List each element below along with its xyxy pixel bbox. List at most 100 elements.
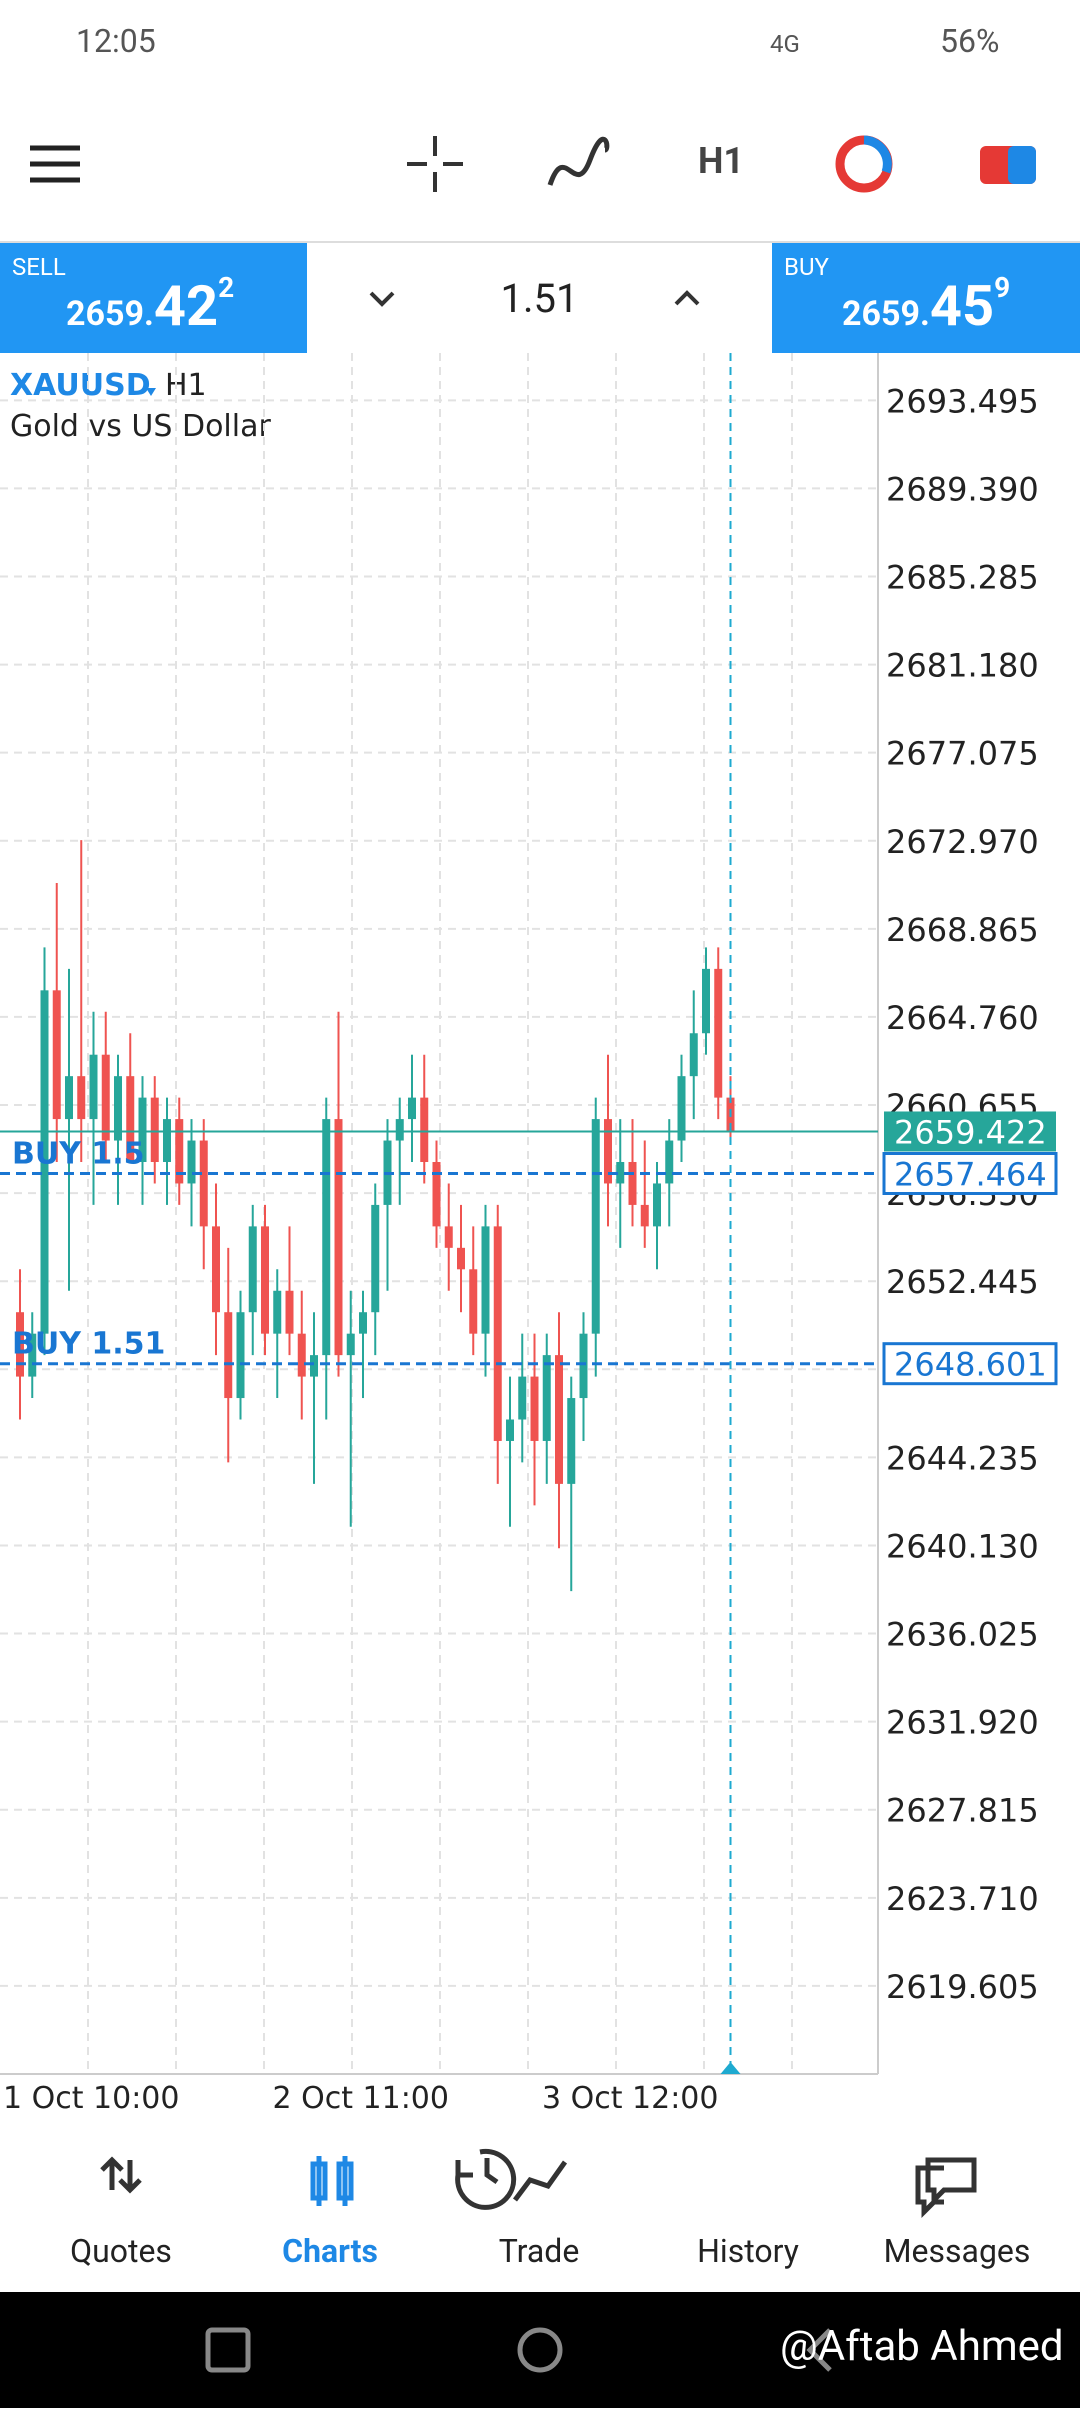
volume-control: 1.51 bbox=[307, 243, 772, 353]
price-chart[interactable]: XAUUSD H1 Gold vs US Dollar 2693.495 2689… bbox=[0, 0, 1080, 2120]
nav-tab[interactable]: Messages bbox=[883, 2232, 1031, 2270]
candle-body bbox=[665, 1140, 674, 1184]
price-sup: 9 bbox=[994, 271, 1011, 304]
candle-body bbox=[616, 1161, 625, 1184]
order-price-box bbox=[882, 1342, 1058, 1386]
candle-body bbox=[212, 1226, 220, 1313]
candle-body bbox=[689, 1033, 698, 1077]
buy-price: 2659.459 bbox=[842, 271, 1010, 339]
volume-value[interactable]: 1.51 bbox=[500, 275, 579, 322]
candle-body bbox=[677, 1076, 686, 1141]
decrease-button[interactable] bbox=[367, 283, 397, 313]
candle-body bbox=[628, 1161, 637, 1205]
candle-body bbox=[236, 1312, 245, 1399]
crosshair-icon[interactable] bbox=[407, 136, 463, 192]
candle-body bbox=[518, 1376, 527, 1420]
candle-body bbox=[199, 1140, 208, 1227]
x-tick-label: 3 Oct 12:00 bbox=[542, 2081, 718, 2116]
menu-icon[interactable] bbox=[30, 145, 80, 183]
candle-body bbox=[273, 1290, 282, 1334]
y-tick-label: 2681.180 bbox=[886, 647, 1039, 685]
candle-body bbox=[297, 1333, 306, 1377]
candle-body bbox=[138, 1097, 147, 1162]
timeframe: H1 bbox=[165, 368, 207, 403]
candle-body bbox=[359, 1312, 367, 1334]
candle-body bbox=[28, 1333, 37, 1377]
candle-body bbox=[163, 1119, 171, 1162]
candle-body bbox=[567, 1398, 576, 1484]
candle-body bbox=[457, 1247, 465, 1270]
price-big: 42 bbox=[153, 273, 219, 339]
candle-body bbox=[150, 1097, 159, 1162]
timeframe-button[interactable]: H1 bbox=[698, 140, 745, 182]
candle-body bbox=[591, 1119, 600, 1334]
candle-body bbox=[126, 1076, 135, 1162]
y-tick-label: 2627.815 bbox=[886, 1792, 1039, 1830]
candle-body bbox=[101, 1054, 110, 1141]
candle-body bbox=[506, 1419, 514, 1441]
order-price-box bbox=[882, 1152, 1058, 1196]
candle-body bbox=[640, 1204, 649, 1227]
price-main: 2659. bbox=[842, 294, 930, 334]
candle-body bbox=[408, 1097, 416, 1120]
description: Gold vs US Dollar bbox=[10, 409, 271, 444]
network: 4G bbox=[770, 30, 800, 58]
indicator-icon[interactable] bbox=[547, 136, 610, 186]
candle-body bbox=[420, 1097, 429, 1162]
y-tick-label: 2664.760 bbox=[886, 999, 1039, 1037]
nav-icons bbox=[100, 2148, 977, 2219]
nav-tab[interactable]: Trade bbox=[498, 2232, 580, 2270]
candle-body bbox=[40, 990, 49, 1334]
candle-body bbox=[224, 1312, 233, 1399]
candle-body bbox=[432, 1161, 441, 1227]
candle-body bbox=[114, 1076, 122, 1141]
nav-tab[interactable]: Charts bbox=[282, 2232, 378, 2270]
order-price: 2648.601 bbox=[894, 1346, 1047, 1384]
price-big: 45 bbox=[929, 273, 995, 339]
candle-body bbox=[444, 1226, 453, 1248]
candle-body bbox=[346, 1333, 355, 1356]
y-tick-label: 2640.130 bbox=[886, 1527, 1039, 1565]
candle-body bbox=[481, 1226, 490, 1334]
y-tick-label: 2689.390 bbox=[886, 470, 1039, 508]
nav-tab[interactable]: Quotes bbox=[70, 2232, 172, 2270]
bid-price: 2659.422 bbox=[894, 1113, 1047, 1151]
bid-price-box bbox=[884, 1111, 1056, 1152]
y-tick-label: 2672.970 bbox=[886, 823, 1039, 861]
order-price: 2657.464 bbox=[894, 1156, 1047, 1194]
order-label: BUY 1.51 bbox=[12, 1327, 165, 1362]
candle-body bbox=[175, 1119, 184, 1184]
candle-body bbox=[653, 1183, 661, 1227]
watermark: @Aftab Ahmed bbox=[780, 2322, 1064, 2371]
clock: 12:05 bbox=[76, 22, 156, 60]
candle-body bbox=[310, 1355, 318, 1377]
candle-body bbox=[52, 990, 61, 1120]
candle-body bbox=[714, 968, 723, 1098]
candle-body bbox=[395, 1119, 404, 1141]
sell-button[interactable]: SELL 2659.422 bbox=[0, 243, 307, 353]
candle-body bbox=[542, 1355, 551, 1441]
y-tick-label: 2652.445 bbox=[886, 1263, 1039, 1301]
y-tick-label: 2631.920 bbox=[886, 1704, 1039, 1742]
y-tick-label: 2623.710 bbox=[886, 1880, 1039, 1918]
y-tick-label: 2644.235 bbox=[886, 1439, 1039, 1477]
y-tick-label: 2685.285 bbox=[886, 558, 1039, 596]
increase-button[interactable] bbox=[672, 283, 702, 313]
y-tick-label: 2636.025 bbox=[886, 1616, 1039, 1654]
candle-body bbox=[89, 1054, 98, 1120]
buy-label: BUY bbox=[784, 253, 829, 281]
symbol[interactable]: XAUUSD bbox=[10, 368, 151, 403]
x-tick-label: 1 Oct 10:00 bbox=[3, 2081, 179, 2116]
y-tick-label: 2668.865 bbox=[886, 911, 1039, 949]
candle-body bbox=[493, 1226, 502, 1441]
candle-body bbox=[248, 1226, 257, 1313]
candle-body bbox=[16, 1312, 24, 1377]
nav-tab[interactable]: History bbox=[697, 2232, 799, 2270]
price-sup: 2 bbox=[218, 271, 235, 304]
buy-button[interactable]: BUY 2659.459 bbox=[772, 243, 1080, 353]
candle-body bbox=[261, 1226, 269, 1334]
candle-body bbox=[187, 1140, 196, 1184]
order-label: BUY 1.5 bbox=[12, 1137, 145, 1172]
sell-price: 2659.422 bbox=[66, 271, 234, 339]
